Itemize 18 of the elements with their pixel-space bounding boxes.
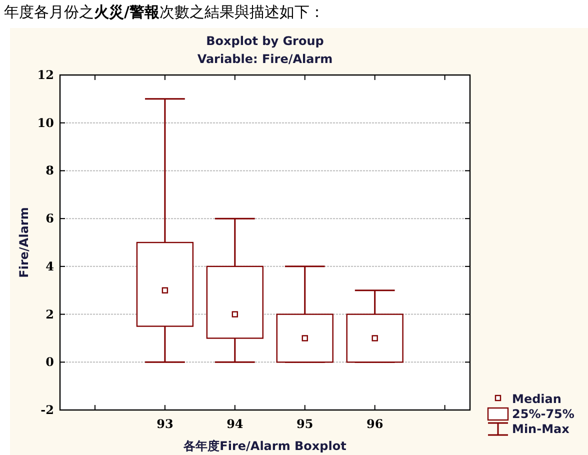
chart-title: Boxplot by Group: [206, 34, 324, 48]
text: 年度各月份之火災/警報次數之結果與描述如下：: [4, 3, 324, 21]
x-tick-label: 93: [156, 417, 174, 431]
y-tick-label: 6: [46, 212, 54, 226]
y-tick-label: 10: [37, 116, 54, 130]
x-tick-label: 94: [226, 417, 244, 431]
y-tick-label: 4: [46, 259, 54, 274]
y-tick-label: -2: [40, 403, 54, 417]
x-axis-title: 各年度Fire/Alarm Boxplot: [182, 439, 347, 453]
legend: Median 25%-75% Min-Max: [487, 392, 574, 436]
x-tick-label: 96: [366, 417, 384, 431]
y-tick-label: 12: [37, 68, 54, 82]
chart-subtitle: Variable: Fire/Alarm: [197, 52, 333, 66]
y-axis-title: Fire/Alarm: [17, 207, 31, 278]
y-tick-label: 0: [46, 355, 54, 370]
y-tick-label: 8: [46, 164, 54, 178]
y-tick-label: 2: [46, 307, 54, 322]
x-tick-label: 95: [296, 417, 314, 431]
